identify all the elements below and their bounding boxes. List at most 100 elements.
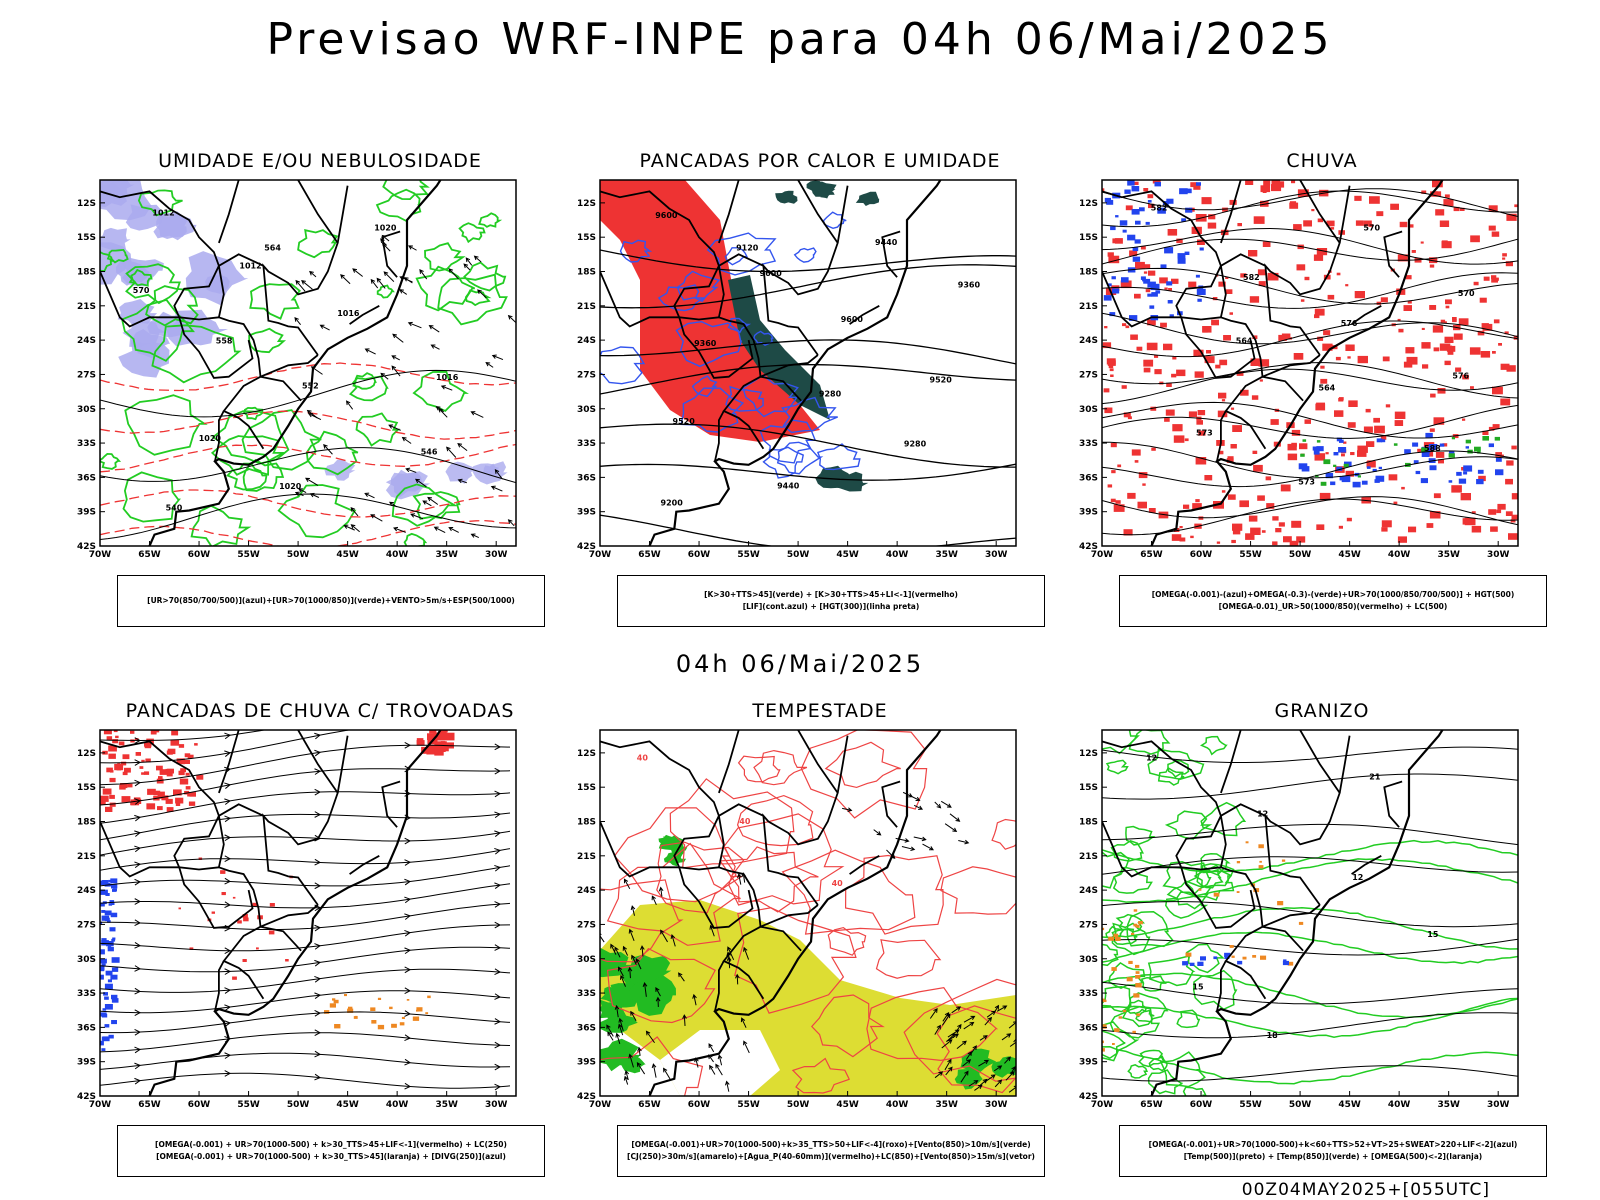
hgt500-line <box>1102 498 1518 536</box>
temp850-contour-green <box>1109 1006 1160 1039</box>
temp850-contour-green <box>1164 810 1213 840</box>
temp850-line <box>1102 858 1518 903</box>
rain-fill-blue <box>1106 199 1114 205</box>
streamline-arrow <box>134 861 142 869</box>
political-border <box>381 780 401 828</box>
rain-fill-red <box>1443 199 1454 207</box>
streamline-arrow <box>404 966 412 974</box>
temp850-contour-green <box>1121 992 1169 1028</box>
contour-label: 9360 <box>958 281 981 290</box>
humidity-contour-green <box>243 406 266 421</box>
political-border <box>762 180 839 356</box>
lon-tick-label: 70W <box>89 1100 112 1110</box>
rain-fill-red <box>1455 367 1462 372</box>
lif-contour-blue <box>706 232 777 276</box>
rain-fill-red <box>1123 412 1131 418</box>
omega-fill-orange <box>1231 955 1235 958</box>
rain-fill-blue <box>1429 465 1437 471</box>
rain-fill-red <box>1357 445 1368 453</box>
wind-vector <box>663 1067 671 1080</box>
storm-fill-orange <box>333 999 339 1004</box>
rain-fill-red <box>1125 325 1130 329</box>
humidity-contour-green <box>241 409 322 471</box>
omega-fill-orange <box>1258 844 1264 849</box>
wind-vector <box>651 895 657 906</box>
wind-vector <box>383 271 395 283</box>
rain-fill-red <box>1229 312 1233 315</box>
humidity-contour-green <box>382 180 430 201</box>
wind-vector <box>415 478 427 488</box>
wind-vector <box>913 804 924 810</box>
rain-fill-blue <box>1115 215 1119 218</box>
rain-fill-red <box>1462 374 1469 380</box>
contour-label: 558 <box>216 336 233 345</box>
coastline <box>1150 730 1444 1096</box>
rain-fill-red <box>1435 209 1445 216</box>
omega-fill-orange <box>1213 892 1220 897</box>
lc850-contour-red <box>669 778 795 869</box>
rain-fill-red <box>1388 474 1398 481</box>
wind-vector <box>979 1078 988 1086</box>
temp850-contour-green <box>1162 861 1212 897</box>
rain-fill-red <box>1278 522 1285 527</box>
rain-fill-red <box>1502 257 1506 260</box>
streamline-arrow <box>224 798 232 805</box>
rain-fill-red <box>1365 408 1371 413</box>
rain-fill-red <box>1403 361 1413 368</box>
rain-fill-red <box>1107 252 1114 257</box>
rain-fill-blue <box>1139 207 1145 212</box>
political-border <box>1216 960 1227 1012</box>
rain-fill-red <box>1505 478 1513 485</box>
hgt500-line <box>1102 496 1518 526</box>
rain-fill-red <box>1109 368 1114 372</box>
rain-fill-red <box>1143 359 1154 367</box>
hgt500-line <box>1102 312 1518 345</box>
lat-tick-label: 21S <box>1079 302 1098 312</box>
rain-fill-red <box>1230 444 1237 449</box>
rain-fill-red <box>1357 450 1367 457</box>
streamline-arrow <box>404 947 412 955</box>
rain-fill-blue <box>1425 432 1433 439</box>
rain-fill-red <box>1227 494 1236 500</box>
divergence-fill-blue <box>111 902 115 905</box>
streamline-arrow <box>404 896 412 904</box>
wind-vector <box>473 255 482 263</box>
rain-fill-red <box>1511 514 1518 520</box>
storm-fill-red <box>130 739 135 743</box>
political-border <box>718 253 764 267</box>
rain-fill-red <box>1176 369 1186 377</box>
storm-fill-red <box>100 800 106 805</box>
storm-fill-red <box>157 794 165 799</box>
wind-vector <box>507 519 515 527</box>
storm-fill-red <box>166 772 173 777</box>
streamline-arrow <box>494 1083 502 1091</box>
political-border <box>1262 354 1321 378</box>
thickness-line <box>100 443 516 473</box>
lc850-contour-red <box>606 842 741 946</box>
rain-fill-blue <box>1122 229 1127 233</box>
political-border <box>678 867 754 929</box>
lon-tick-label: 35W <box>1437 550 1460 560</box>
wind-vector <box>630 1010 637 1021</box>
rain-fill-red <box>1250 358 1262 366</box>
storm-fill-orange <box>399 1022 405 1026</box>
rain-fill-red <box>1314 453 1326 461</box>
temp850-contour-green <box>1102 1030 1126 1060</box>
storm-fill-orange <box>416 1007 423 1012</box>
storm-fill-red <box>173 789 182 796</box>
rain-fill-blue <box>1151 292 1158 297</box>
rain-fill-blue <box>1157 207 1166 214</box>
storm-fill-red <box>161 795 169 801</box>
rain-fill-blue <box>1110 226 1116 231</box>
wind-vector <box>709 1064 716 1075</box>
divergence-fill-blue <box>110 912 118 918</box>
omega-fill-orange <box>1126 977 1133 982</box>
rain-fill-red <box>1319 492 1331 501</box>
omega-fill-orange <box>1287 961 1294 966</box>
legend-line: [OMEGA(-0.001) + UR>70(1000-500) + k>30_… <box>155 1140 507 1149</box>
temp850-contour-green <box>1200 735 1228 756</box>
storm-fill-red <box>109 802 116 807</box>
legend-box: [OMEGA(-0.001)+UR>70(1000-500)+k<60+TTS>… <box>1119 1125 1547 1177</box>
divergence-fill-blue <box>100 965 104 968</box>
political-border <box>673 815 720 871</box>
